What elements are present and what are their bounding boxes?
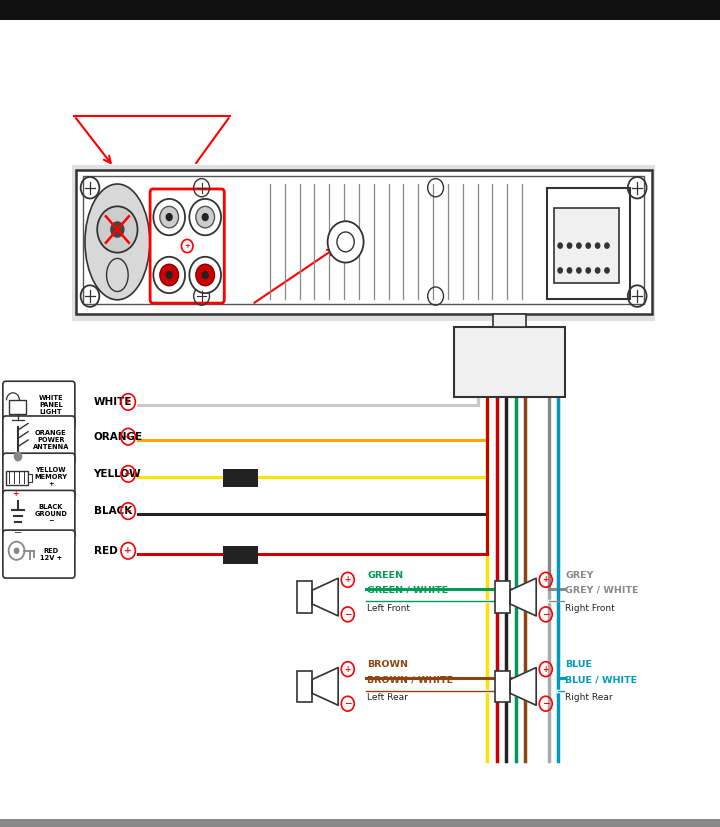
Text: GREY / WHITE: GREY / WHITE [565, 586, 639, 595]
FancyBboxPatch shape [72, 165, 655, 321]
Text: YELLOW: YELLOW [94, 469, 141, 479]
Text: −: − [344, 609, 351, 619]
Circle shape [14, 547, 19, 554]
Text: +: + [125, 398, 132, 406]
Circle shape [576, 267, 582, 274]
Text: +: + [125, 547, 132, 555]
FancyBboxPatch shape [3, 490, 75, 538]
FancyBboxPatch shape [495, 671, 510, 702]
Circle shape [160, 265, 179, 285]
Polygon shape [510, 578, 536, 616]
Circle shape [153, 199, 185, 235]
Text: BROWN / WHITE: BROWN / WHITE [367, 676, 454, 684]
Text: Left Rear: Left Rear [367, 694, 408, 702]
Circle shape [595, 242, 600, 249]
Text: RED: RED [94, 546, 117, 556]
Circle shape [328, 222, 364, 263]
Text: GREEN / WHITE: GREEN / WHITE [367, 586, 449, 595]
Circle shape [160, 207, 179, 227]
Circle shape [576, 242, 582, 249]
Circle shape [189, 256, 221, 293]
Circle shape [557, 242, 563, 249]
FancyBboxPatch shape [547, 188, 630, 299]
Circle shape [189, 199, 221, 235]
FancyBboxPatch shape [28, 474, 32, 482]
Circle shape [202, 271, 209, 280]
FancyBboxPatch shape [554, 208, 619, 283]
Text: +: + [345, 665, 351, 674]
Text: +: + [184, 243, 190, 249]
Text: BLUE: BLUE [565, 661, 592, 669]
Text: +: + [543, 576, 549, 585]
Text: +: + [13, 490, 19, 498]
FancyBboxPatch shape [9, 400, 26, 414]
Text: ORANGE: ORANGE [94, 432, 143, 442]
Text: WHITE: WHITE [94, 397, 132, 407]
FancyBboxPatch shape [3, 416, 75, 464]
Text: +: + [125, 433, 132, 441]
Ellipse shape [85, 184, 150, 300]
Text: GREEN: GREEN [367, 571, 403, 580]
Ellipse shape [107, 258, 128, 291]
Circle shape [585, 267, 591, 274]
Circle shape [567, 267, 572, 274]
Text: +: + [125, 470, 132, 478]
Text: +: + [345, 576, 351, 585]
Text: Right Front: Right Front [565, 605, 615, 613]
Text: ORANGE
POWER
ANTENNA: ORANGE POWER ANTENNA [32, 430, 69, 450]
Circle shape [97, 207, 138, 252]
Circle shape [567, 242, 572, 249]
Text: −: − [344, 699, 351, 708]
Text: −: − [124, 506, 132, 516]
Circle shape [202, 213, 209, 221]
Circle shape [166, 271, 173, 280]
Text: GREY: GREY [565, 571, 593, 580]
Text: BLACK
GROUND
−: BLACK GROUND − [35, 504, 67, 524]
Polygon shape [510, 667, 536, 705]
Circle shape [14, 452, 22, 461]
Text: −: − [542, 609, 549, 619]
Polygon shape [312, 578, 338, 616]
Text: BLACK: BLACK [94, 506, 132, 516]
FancyBboxPatch shape [76, 170, 652, 314]
FancyBboxPatch shape [150, 189, 225, 304]
FancyBboxPatch shape [297, 581, 312, 613]
Circle shape [196, 265, 215, 285]
Text: YELLOW
MEMORY
+: YELLOW MEMORY + [35, 467, 67, 487]
FancyBboxPatch shape [495, 581, 510, 613]
Circle shape [110, 221, 125, 238]
Circle shape [166, 213, 173, 221]
FancyBboxPatch shape [223, 469, 258, 487]
Circle shape [595, 267, 600, 274]
Text: Left Front: Left Front [367, 605, 410, 613]
Text: WHITE
PANEL
LIGHT: WHITE PANEL LIGHT [38, 395, 63, 415]
FancyBboxPatch shape [454, 327, 565, 397]
FancyBboxPatch shape [3, 381, 75, 429]
FancyBboxPatch shape [6, 471, 28, 485]
Text: BROWN: BROWN [367, 661, 408, 669]
FancyBboxPatch shape [297, 671, 312, 702]
Circle shape [604, 267, 610, 274]
Text: BLUE / WHITE: BLUE / WHITE [565, 676, 637, 684]
Circle shape [196, 207, 215, 227]
Polygon shape [312, 667, 338, 705]
Text: Right Rear: Right Rear [565, 694, 613, 702]
FancyBboxPatch shape [3, 453, 75, 501]
Text: RED
12V +: RED 12V + [40, 547, 62, 561]
Text: −: − [14, 528, 22, 538]
Circle shape [585, 242, 591, 249]
FancyBboxPatch shape [223, 546, 258, 564]
Circle shape [604, 242, 610, 249]
FancyBboxPatch shape [492, 314, 526, 327]
Text: −: − [542, 699, 549, 708]
FancyBboxPatch shape [3, 530, 75, 578]
Circle shape [557, 267, 563, 274]
Circle shape [153, 256, 185, 293]
FancyBboxPatch shape [0, 819, 720, 827]
Text: +: + [543, 665, 549, 674]
FancyBboxPatch shape [0, 0, 720, 20]
